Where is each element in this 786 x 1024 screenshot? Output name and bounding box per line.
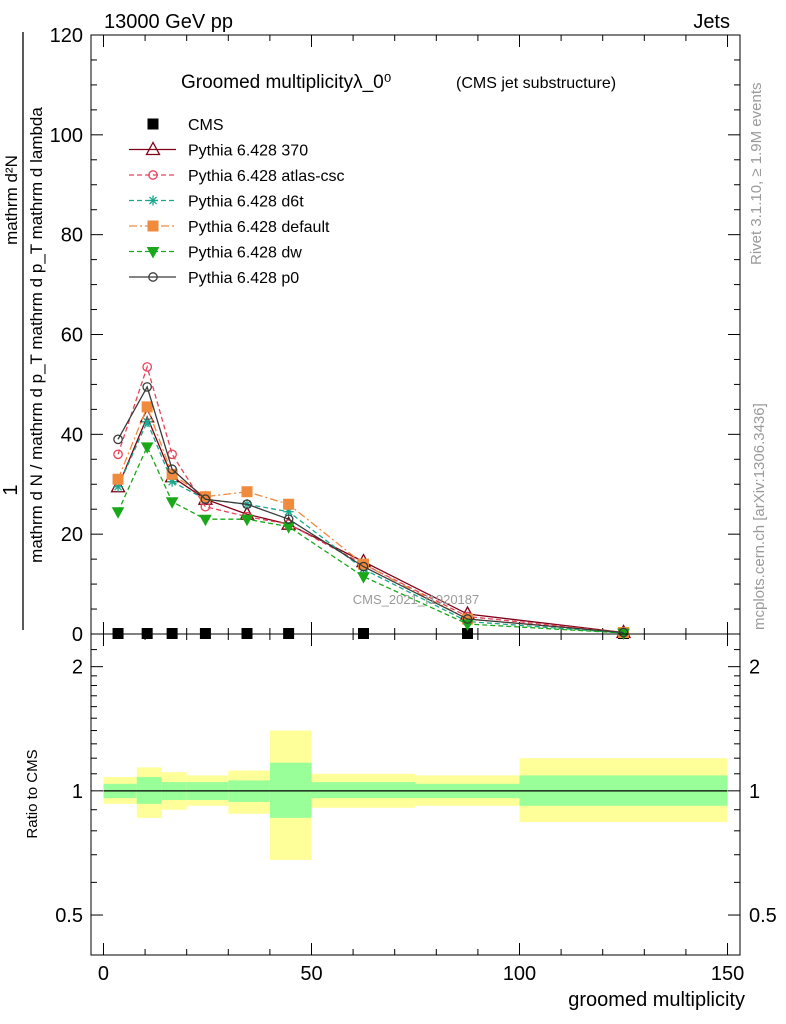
ratio-y-tick-label: 0.5 — [55, 905, 83, 927]
main-y-tick-label: 0 — [72, 624, 83, 646]
chart-title: Groomed multiplicityλ_0⁰ — [181, 72, 391, 93]
data-point — [240, 514, 254, 527]
ratio-y-tick-label-right: 2 — [749, 657, 760, 679]
data-point — [358, 561, 369, 572]
data-point — [112, 473, 124, 485]
legend-entry: Pythia 6.428 370 — [129, 141, 308, 160]
data-point — [142, 362, 153, 372]
data-point — [167, 464, 177, 475]
legend-marker — [148, 195, 158, 206]
ratio-y-tick-label-right: 1 — [749, 781, 760, 803]
main-y-tick-label: 20 — [61, 524, 83, 546]
legend-label: Pythia 6.428 370 — [188, 143, 308, 160]
data-point — [142, 416, 153, 427]
legend-marker — [147, 118, 159, 130]
ratio-y-tick-label: 1 — [72, 781, 83, 803]
legend-label: Pythia 6.428 atlas-csc — [188, 168, 345, 185]
ratio-y-axis-label: Ratio to CMS — [24, 749, 41, 838]
data-point — [111, 507, 125, 519]
x-tick-label: 0 — [98, 963, 109, 985]
ratio-stat-uncertainty-band — [311, 782, 416, 799]
legend-label: Pythia 6.428 default — [188, 219, 330, 236]
header-left-label: 13000 GeV pp — [104, 11, 233, 33]
x-tick-label: 100 — [503, 963, 536, 985]
legend-label: Pythia 6.428 p0 — [188, 270, 299, 287]
x-axis-label: groomed multiplicity — [568, 989, 745, 1011]
ratio-y-tick-label-right: 0.5 — [749, 905, 777, 927]
main-y-tick-label: 100 — [50, 125, 83, 147]
ratio-bands-group — [103, 730, 728, 860]
series-line — [117, 385, 624, 634]
legend-entry: Pythia 6.428 d6t — [129, 194, 304, 211]
data-point — [113, 449, 123, 460]
star-stroke — [143, 417, 152, 426]
legend-entry: Pythia 6.428 atlas-csc — [129, 168, 345, 185]
data-point — [167, 449, 177, 460]
legend-entry: Pythia 6.428 dw — [129, 245, 302, 262]
y-axis-label-numerator: 1 — [0, 484, 22, 495]
data-point — [199, 514, 212, 527]
data-point — [282, 522, 295, 534]
legend-marker — [146, 247, 160, 259]
ratio-plot-frame — [90, 633, 741, 956]
data-point — [200, 494, 211, 505]
x-tick-label: 50 — [300, 963, 322, 985]
series-line — [117, 364, 624, 634]
rivet-version-note: Rivet 3.1.10, ≥ 1.9M events — [748, 83, 765, 266]
data-point — [199, 491, 211, 503]
analysis-watermark: CMS_2021_I1920187 — [353, 592, 480, 607]
legend-entry: Pythia 6.428 p0 — [129, 270, 299, 287]
legend-marker — [148, 170, 158, 180]
data-point — [618, 627, 629, 638]
main-axis-ticks: 0 20 40 60 80 100 120 — [50, 25, 740, 646]
y-axis-label-denominator: mathrm d N / mathrm d p_T mathrm d p_T m… — [27, 107, 46, 563]
header-right-label: Jets — [693, 11, 730, 33]
data-point — [462, 614, 473, 624]
main-y-tick-label: 60 — [61, 325, 83, 347]
data-point — [242, 499, 252, 510]
data-point — [165, 497, 179, 509]
legend-label: Pythia 6.428 d6t — [188, 194, 304, 211]
series-line — [117, 420, 624, 634]
series-pythia-6-428-p0 — [113, 382, 629, 638]
chart-subtitle: (CMS jet substructure) — [456, 75, 616, 92]
mcplots-note: mcplots.cern.ch [arXiv:1306.3436] — [751, 403, 768, 630]
data-point — [283, 498, 295, 510]
data-point — [140, 442, 154, 454]
data-point — [142, 382, 153, 392]
legend: CMS Pythia 6.428 370 Pythia 6.428 atlas-cs… — [129, 117, 345, 287]
main-y-tick-label: 80 — [61, 225, 83, 247]
data-point — [141, 401, 153, 413]
legend-marker — [148, 272, 158, 282]
legend-entry: CMS — [147, 117, 224, 134]
main-y-tick-label: 120 — [50, 25, 83, 47]
data-point — [113, 434, 123, 445]
series-line — [117, 415, 624, 634]
ratio-y-tick-label: 2 — [72, 657, 83, 679]
star-stroke — [149, 196, 157, 205]
main-panel: 0 20 40 60 80 100 120 — [50, 25, 741, 646]
main-y-axis-label: 1 mathrm d²N mathrm d N / mathrm d p_T m… — [0, 32, 46, 630]
main-y-tick-label: 40 — [61, 424, 83, 446]
legend-entry: Pythia 6.428 default — [129, 219, 330, 236]
legend-label: Pythia 6.428 dw — [188, 245, 302, 262]
ratio-axis-ticks: 0.5 0.5 1 1 2 2 0 50 100 150 — [55, 634, 777, 985]
data-point — [283, 514, 294, 525]
legend-marker — [145, 141, 161, 156]
legend-marker — [147, 220, 159, 232]
ratio-panel: 0.5 0.5 1 1 2 2 0 50 100 150 — [55, 633, 777, 985]
series-pythia-6-428-dw — [111, 442, 630, 641]
y-axis-label-top: mathrm d²N — [2, 155, 21, 245]
data-point — [241, 486, 253, 498]
legend-label: CMS — [188, 117, 224, 134]
data-point — [357, 572, 370, 584]
x-tick-label: 150 — [711, 963, 744, 985]
